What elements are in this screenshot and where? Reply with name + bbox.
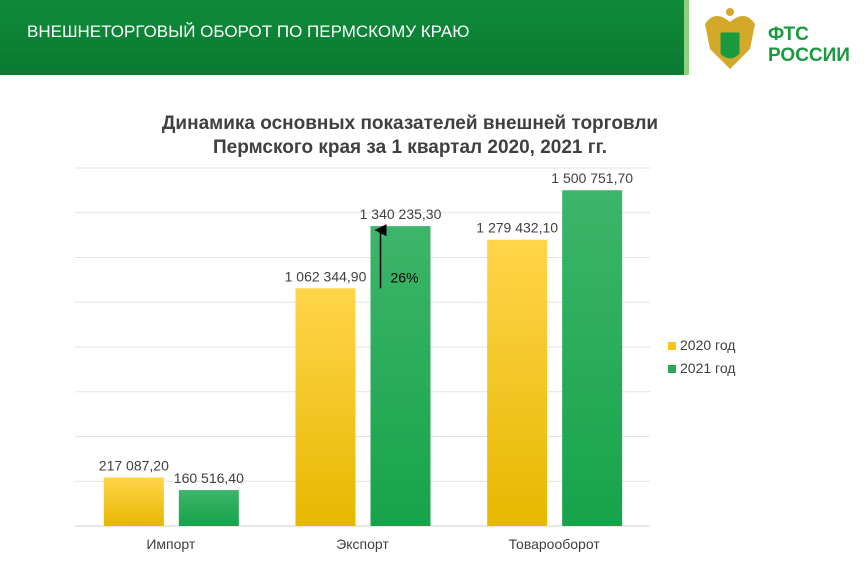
logo-text: ФТС РОССИИ [768,24,850,66]
bar [295,288,356,526]
category-label: Экспорт [336,536,389,552]
data-label: 160 516,40 [174,470,244,486]
legend-label: 2021 год [680,360,736,376]
legend-item-2021: 2021 год [668,360,735,376]
bar [103,477,164,526]
data-label: 1 340 235,30 [360,206,442,222]
header-bar: ВНЕШНЕТОРГОВЫЙ ОБОРОТ ПО ПЕРМСКОМУ КРАЮ [0,0,684,75]
logo-text-1: ФТС [768,24,809,45]
category-label: Импорт [146,536,196,552]
header-title: ВНЕШНЕТОРГОВЫЙ ОБОРОТ ПО ПЕРМСКОМУ КРАЮ [27,22,470,41]
bar [178,490,239,526]
bar [562,190,623,527]
legend-swatch [668,365,676,373]
chart-title-line1: Динамика основных показателей внешней то… [161,113,659,134]
data-label: 1 279 432,10 [476,220,558,236]
growth-annotation: 26% [391,269,419,285]
header-stripe [684,0,689,75]
data-label: 1 062 344,90 [285,268,367,284]
legend-item-2020: 2020 год [668,337,735,353]
logo-text-2: РОССИИ [768,45,850,66]
legend-label: 2020 год [680,337,736,353]
chart-title-line2: Пермского края за 1 квартал 2020, 2021 г… [213,137,607,158]
data-label: 217 087,20 [99,457,169,473]
fts-emblem-logo [705,8,755,69]
bar [487,239,548,527]
chart-title: Динамика основных показателей внешней то… [100,112,720,160]
data-label: 1 500 751,70 [551,170,633,186]
legend-swatch [668,342,676,350]
category-label: Товарооборот [509,536,601,552]
